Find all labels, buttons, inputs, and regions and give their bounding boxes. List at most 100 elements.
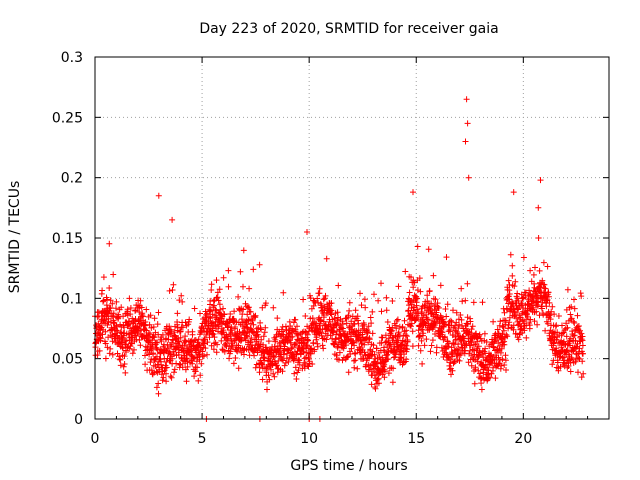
data-point <box>302 313 309 319</box>
data-point <box>466 350 473 357</box>
data-point <box>418 337 425 344</box>
data-point <box>272 336 279 343</box>
data-point <box>527 267 534 274</box>
data-point <box>225 337 231 344</box>
data-point <box>253 338 260 345</box>
data-point <box>504 333 511 340</box>
data-point <box>580 370 587 377</box>
data-point <box>189 328 196 335</box>
data-point <box>292 364 299 371</box>
data-point <box>465 174 472 181</box>
data-point <box>169 287 176 293</box>
data-point <box>567 311 574 318</box>
data-point <box>110 310 117 317</box>
data-point <box>544 263 551 270</box>
data-point <box>255 334 262 340</box>
data-point <box>197 372 204 379</box>
data-point <box>442 321 449 328</box>
data-point <box>368 381 375 388</box>
data-point <box>409 343 416 350</box>
data-point <box>490 364 497 371</box>
data-point <box>268 366 274 373</box>
x-tick-label: 0 <box>91 431 100 447</box>
data-point <box>360 325 366 332</box>
data-point <box>162 346 169 353</box>
data-point <box>107 304 114 311</box>
data-point <box>281 362 288 369</box>
data-point <box>117 362 124 369</box>
data-point <box>519 295 526 302</box>
data-points <box>92 96 587 422</box>
data-point <box>137 342 144 349</box>
data-point <box>217 306 224 313</box>
data-point <box>107 297 114 304</box>
data-point <box>320 345 327 352</box>
data-point <box>509 272 516 279</box>
data-point <box>216 301 223 308</box>
data-point <box>147 359 154 366</box>
data-point <box>369 348 376 355</box>
data-point <box>142 322 149 329</box>
data-point <box>443 313 450 320</box>
data-point <box>480 354 487 361</box>
data-point <box>310 339 317 346</box>
data-point <box>419 326 426 333</box>
data-point <box>563 333 570 340</box>
data-point <box>229 330 236 336</box>
data-point <box>404 338 411 345</box>
data-point <box>121 361 128 367</box>
data-point <box>202 345 209 352</box>
data-point <box>143 334 150 341</box>
data-point <box>555 313 562 319</box>
data-point <box>116 356 123 363</box>
data-point <box>280 289 287 296</box>
data-point <box>106 285 113 291</box>
data-point <box>410 189 416 196</box>
data-point <box>190 355 197 362</box>
data-point <box>409 328 416 335</box>
data-point <box>527 316 534 323</box>
data-point <box>521 327 528 334</box>
data-point <box>211 302 218 309</box>
data-point <box>194 364 201 371</box>
data-point <box>515 322 521 329</box>
data-point <box>558 344 565 351</box>
data-point <box>271 343 278 350</box>
data-point <box>526 322 533 329</box>
data-point <box>304 331 311 338</box>
data-point <box>546 299 553 306</box>
data-point <box>378 280 384 287</box>
data-point <box>280 331 287 338</box>
y-tick-label: 0 <box>74 412 83 428</box>
x-tick-label: 10 <box>300 431 318 447</box>
data-point <box>213 349 220 356</box>
data-point <box>568 315 575 322</box>
data-point <box>423 336 430 343</box>
data-point <box>530 304 537 311</box>
data-point <box>225 323 232 330</box>
data-point <box>251 352 258 359</box>
data-point <box>163 370 169 377</box>
data-point <box>442 306 449 312</box>
data-point <box>540 259 547 266</box>
data-point <box>232 324 239 330</box>
data-point <box>184 358 191 365</box>
data-point <box>494 326 501 333</box>
data-point <box>577 327 583 334</box>
data-point <box>458 285 465 292</box>
data-point <box>444 301 451 308</box>
data-point <box>462 138 469 145</box>
data-point <box>539 305 545 312</box>
data-point <box>266 376 273 383</box>
data-point <box>393 325 400 332</box>
data-point <box>99 331 106 338</box>
data-point <box>570 318 577 325</box>
data-point <box>539 277 546 284</box>
data-point <box>433 309 440 316</box>
data-point <box>385 370 392 377</box>
data-point <box>546 312 553 319</box>
data-point <box>369 330 376 337</box>
y-tick-label: 0.25 <box>52 110 83 126</box>
data-point <box>319 342 326 349</box>
data-point <box>488 357 495 364</box>
